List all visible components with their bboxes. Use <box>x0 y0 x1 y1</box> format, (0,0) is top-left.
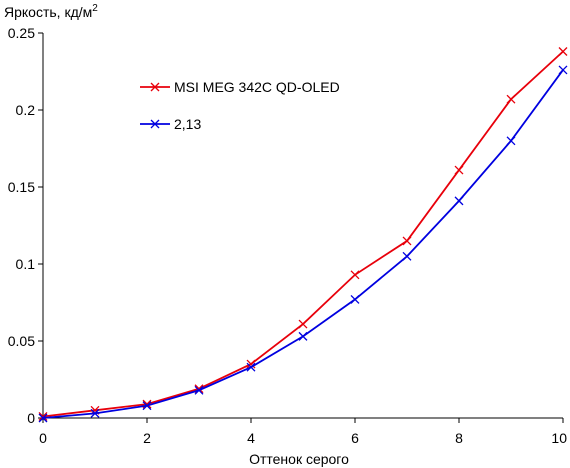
x-tick-label: 10 <box>551 430 567 446</box>
y-tick-label: 0.2 <box>16 102 36 118</box>
data-point-marker <box>402 236 412 246</box>
y-tick-label: 0.05 <box>8 333 35 349</box>
data-point-marker <box>90 408 100 418</box>
x-tick-label: 6 <box>351 430 359 446</box>
y-tick-label: 0.25 <box>8 25 35 41</box>
x-ticks: 0 2 4 6 8 10 <box>39 418 567 446</box>
y-tick-label: 0.15 <box>8 179 35 195</box>
legend-item: 2,13 <box>140 116 201 132</box>
data-point-marker <box>558 65 568 75</box>
legend-item: MSI MEG 342C QD-OLED <box>140 79 340 95</box>
data-point-marker <box>298 331 308 341</box>
data-point-marker <box>246 359 256 369</box>
x-axis-label: Оттенок серого <box>249 451 349 467</box>
y-tick-label: 0.1 <box>16 256 36 272</box>
legend-label: MSI MEG 342C QD-OLED <box>174 79 340 95</box>
data-point-marker <box>38 412 48 421</box>
data-point-marker <box>246 362 256 372</box>
legend: MSI MEG 342C QD-OLED 2,13 <box>140 79 340 132</box>
data-point-marker <box>402 251 412 261</box>
y-ticks: 0 0.05 0.1 0.15 0.2 0.25 <box>8 25 43 426</box>
series-line-2 <box>42 69 564 419</box>
data-point-marker <box>506 136 516 146</box>
data-point-marker <box>194 385 204 395</box>
data-point-marker <box>350 270 360 280</box>
data-point-marker <box>38 413 48 423</box>
x-tick-label: 0 <box>39 430 47 446</box>
x-tick-label: 2 <box>143 430 151 446</box>
data-point-marker <box>454 165 464 175</box>
y-axis-label: Яркость, кд/м2 <box>4 3 98 20</box>
data-point-marker <box>350 294 360 304</box>
x-tick-label: 8 <box>455 430 463 446</box>
series-layer <box>38 47 568 423</box>
data-point-marker <box>454 196 464 206</box>
y-tick-label: 0 <box>27 410 35 426</box>
x-tick-label: 4 <box>247 430 255 446</box>
data-point-marker <box>506 94 516 104</box>
data-point-marker <box>142 401 152 411</box>
data-point-marker <box>558 47 568 56</box>
series-line-1 <box>42 50 564 418</box>
legend-label: 2,13 <box>174 116 201 132</box>
data-point-marker <box>298 319 308 329</box>
